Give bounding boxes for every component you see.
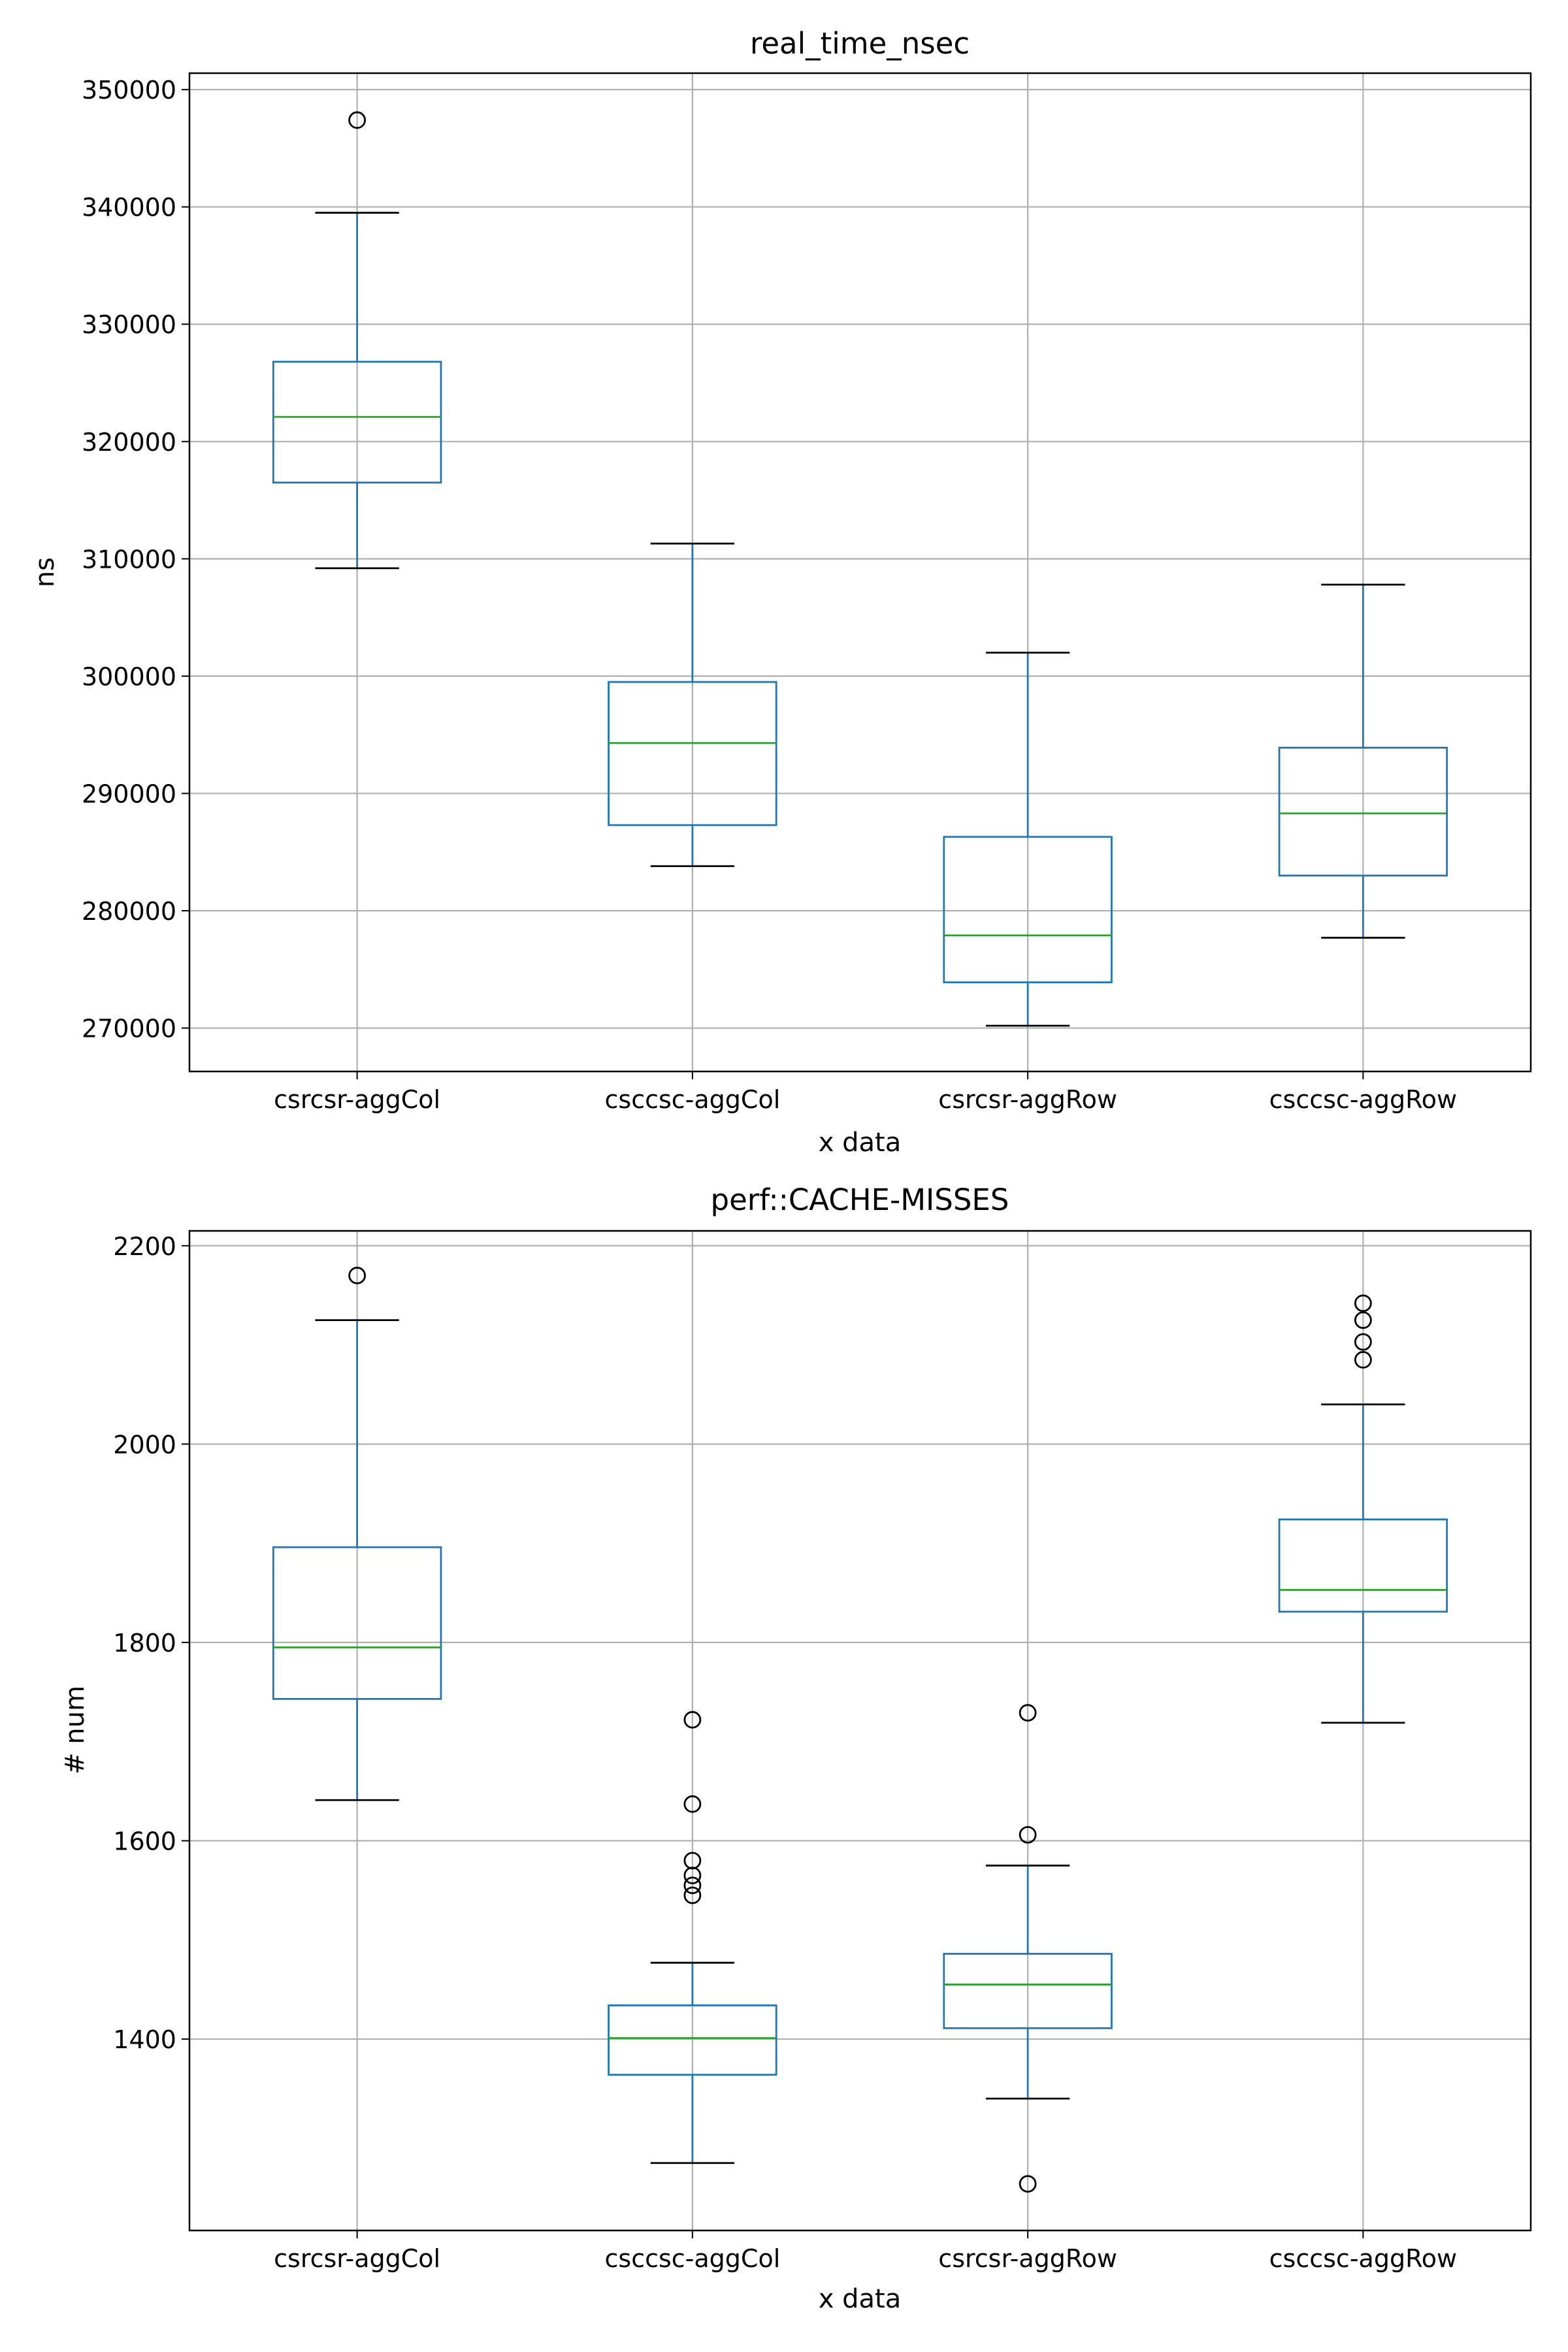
outlier-point — [348, 1266, 367, 1284]
x-tick-layer: csrcsr-aggCol csccsc-aggCol csrcsr-aggRow c… — [274, 1071, 1457, 1114]
axes-frame — [188, 1230, 1532, 2232]
y-tick-label: 340000 — [82, 193, 176, 222]
chart-title: real_time_nsec — [750, 26, 970, 61]
box-csrcsr-aggCol — [272, 111, 442, 570]
outlier-point — [1354, 1333, 1372, 1351]
outlier-point — [683, 1710, 702, 1729]
box-csccsc-aggRow — [1278, 1294, 1448, 1724]
y-tick-label: 320000 — [82, 428, 176, 457]
box-csccsc-aggRow — [1278, 583, 1448, 939]
box-csrcsr-aggRow — [943, 651, 1113, 1027]
x-tick-label: csccsc-aggRow — [1269, 2244, 1457, 2273]
box-iqr — [943, 836, 1113, 983]
y-tick-label: 2200 — [113, 1232, 176, 1261]
x-tick-label: csccsc-aggCol — [605, 2244, 781, 2273]
x-axis-label: x data — [819, 2284, 901, 2314]
x-tick-label: csrcsr-aggRow — [938, 2244, 1117, 2273]
outlier-point — [1354, 1350, 1372, 1369]
outlier-point — [683, 1867, 702, 1885]
y-tick-label: 330000 — [82, 310, 176, 339]
box-iqr — [1278, 1518, 1448, 1613]
y-tick-label: 350000 — [82, 76, 176, 105]
axes-frame — [188, 72, 1532, 1073]
x-tick-label: csrcsr-aggRow — [938, 1085, 1117, 1114]
y-tick-label: 290000 — [82, 779, 176, 808]
y-tick-label: 1800 — [113, 1629, 176, 1658]
y-tick-label: 2000 — [113, 1430, 176, 1459]
y-tick-label: 310000 — [82, 545, 176, 574]
outlier-point — [683, 1795, 702, 1813]
x-tick-label: csrcsr-aggCol — [274, 1085, 440, 1114]
box-csccsc-aggCol — [608, 542, 777, 868]
x-tick-layer: csrcsr-aggCol csccsc-aggCol csrcsr-aggRow c… — [274, 2230, 1457, 2273]
y-tick-label: 270000 — [82, 1015, 176, 1043]
y-tick-label: 1400 — [113, 2025, 176, 2054]
box-iqr — [608, 681, 777, 826]
box-csccsc-aggCol — [608, 1710, 777, 2164]
panel-real-time-nsec: real_time_nsec 270000 280000 290000 300000 3… — [30, 26, 1532, 1158]
y-axis-label: ns — [30, 557, 60, 587]
outlier-point — [1019, 1825, 1037, 1844]
y-tick-label: 1600 — [113, 1827, 176, 1855]
y-tick-layer: 270000 280000 290000 300000 310000 320000 3300… — [82, 76, 189, 1043]
box-iqr — [272, 361, 442, 484]
box-csrcsr-aggRow — [943, 1704, 1113, 2193]
box-iqr — [1278, 747, 1448, 877]
box-layer — [272, 1266, 1448, 2193]
y-tick-label: 300000 — [82, 662, 176, 691]
outlier-point — [348, 111, 367, 129]
x-axis-label: x data — [819, 1128, 901, 1158]
box-csrcsr-aggCol — [272, 1266, 442, 1801]
box-iqr — [272, 1546, 442, 1700]
outlier-point — [1019, 1704, 1037, 1722]
box-layer — [272, 111, 1448, 1027]
chart-title: perf::CACHE-MISSES — [711, 1183, 1009, 1217]
y-tick-label: 280000 — [82, 897, 176, 926]
box-iqr — [943, 1953, 1113, 2029]
grid-layer — [189, 1231, 1531, 2230]
outlier-point — [1354, 1311, 1372, 1330]
y-tick-layer: 1400 1600 1800 2000 2200 — [113, 1232, 189, 2054]
outlier-point — [683, 1876, 702, 1895]
outlier-point — [683, 1886, 702, 1904]
x-tick-label: csccsc-aggRow — [1269, 1085, 1457, 1114]
x-tick-label: csrcsr-aggCol — [274, 2244, 440, 2273]
outlier-point — [1354, 1294, 1372, 1313]
panel-cache-misses: perf::CACHE-MISSES 14001600180020002200 … — [60, 1183, 1532, 2314]
outlier-point — [1019, 2175, 1037, 2193]
y-axis-label: # num — [60, 1686, 90, 1774]
box-iqr — [608, 2004, 777, 2076]
x-tick-label: csccsc-aggCol — [605, 1085, 781, 1114]
